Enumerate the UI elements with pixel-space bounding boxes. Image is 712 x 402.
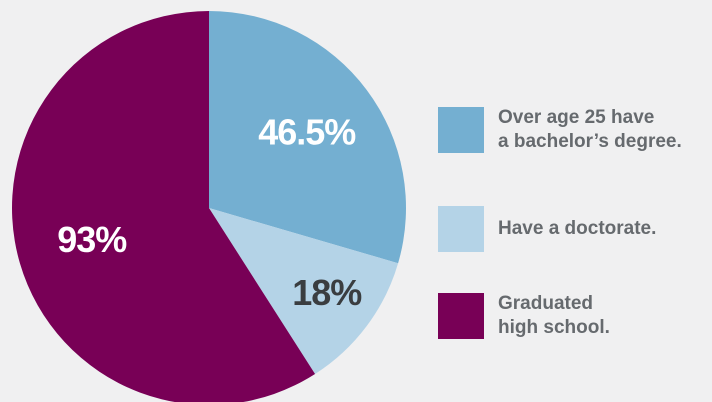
legend-label-doctorate-line-1: Have a doctorate. [498,218,657,239]
legend-label-bachelors-line-2: a bachelor’s degree. [498,131,682,152]
pie-slice-label-high-school: 93% [57,219,127,260]
pie-slice-high-school [12,11,316,402]
legend-label-high-school: Graduated high school. [498,292,698,340]
pie-slice-label-doctorate: 18% [292,272,362,313]
legend-swatch-bachelors [438,107,484,153]
legend-label-high-school-line-2: high school. [498,317,610,338]
legend-item-bachelors: Over age 25 have a bachelor’s degree. [438,106,698,154]
legend-label-bachelors: Over age 25 have a bachelor’s degree. [498,106,698,154]
pie-slice-bachelors [209,11,407,264]
legend-item-high-school: Graduated high school. [438,292,698,340]
pie-slice-doctorate [209,208,399,375]
legend-swatch-doctorate [438,206,484,252]
legend-swatch-high-school [438,293,484,339]
pie-slice-label-bachelors: 46.5% [258,111,356,152]
legend-label-high-school-line-1: Graduated [498,293,594,314]
legend-label-bachelors-line-1: Over age 25 have [498,107,655,128]
legend-label-doctorate: Have a doctorate. [498,217,698,241]
legend-item-doctorate: Have a doctorate. [438,206,698,252]
